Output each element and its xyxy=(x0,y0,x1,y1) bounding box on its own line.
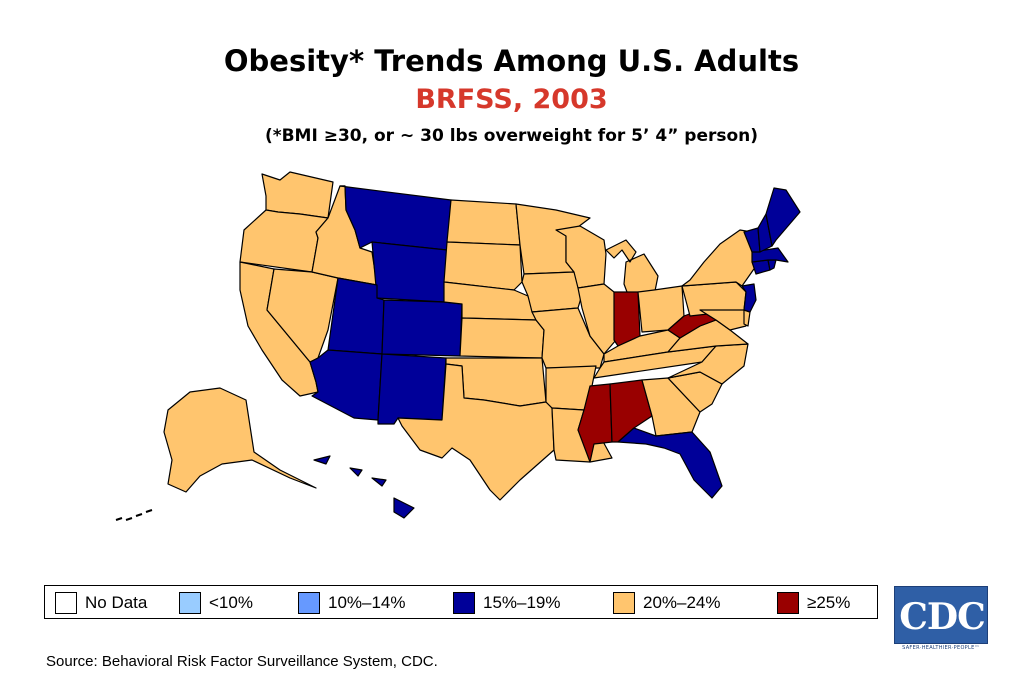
state-me xyxy=(765,187,801,247)
legend-label: <10% xyxy=(209,593,253,612)
legend-swatch xyxy=(179,592,201,614)
legend-item-10-14: 10%–14% xyxy=(298,592,406,614)
map-subtitle: BRFSS, 2003 xyxy=(415,84,608,115)
alaska-islands xyxy=(115,509,153,521)
legend-label: 20%–24% xyxy=(643,593,721,612)
legend-swatch xyxy=(55,592,77,614)
legend: No Data <10% 10%–14% 15%–19% 20%–24% ≥25… xyxy=(44,585,878,619)
legend-label: 15%–19% xyxy=(483,593,561,612)
legend-item-25plus: ≥25% xyxy=(777,592,850,614)
legend-item-lt10: <10% xyxy=(179,592,253,614)
legend-item-no-data: No Data xyxy=(55,592,147,614)
map-title: Obesity* Trends Among U.S. Adults xyxy=(223,44,800,78)
legend-swatch xyxy=(613,592,635,614)
source-note: Source: Behavioral Risk Factor Surveilla… xyxy=(46,653,438,670)
state-co xyxy=(381,299,463,357)
legend-label: No Data xyxy=(85,593,148,612)
legend-swatch xyxy=(777,592,799,614)
state-tx xyxy=(397,363,555,501)
legend-label: 10%–14% xyxy=(328,593,406,612)
legend-item-15-19: 15%–19% xyxy=(453,592,561,614)
legend-swatch xyxy=(453,592,475,614)
cdc-logo-tagline: SAFER·HEALTHIER·PEOPLE™ xyxy=(902,645,980,651)
state-md xyxy=(699,309,747,331)
bmi-note: (*BMI ≥30, or ~ 30 lbs overweight for 5’… xyxy=(264,126,759,146)
state-hi xyxy=(313,455,415,519)
state-de xyxy=(743,309,751,327)
state-nd xyxy=(446,199,521,246)
state-ut xyxy=(327,277,385,355)
legend-label: ≥25% xyxy=(807,593,851,612)
cdc-logo-text: CDC xyxy=(899,596,986,638)
legend-swatch xyxy=(298,592,320,614)
state-il xyxy=(577,283,617,355)
state-az xyxy=(309,349,383,421)
state-fl xyxy=(617,427,723,499)
cdc-logo-box: CDC xyxy=(894,586,988,644)
state-nm xyxy=(377,353,447,425)
state-ri xyxy=(767,259,777,271)
state-sd xyxy=(443,241,523,291)
state-wy xyxy=(371,241,448,303)
legend-item-20-24: 20%–24% xyxy=(613,592,721,614)
state-nj xyxy=(741,283,757,313)
state-ia xyxy=(521,271,585,313)
cdc-logo: CDC SAFER·HEALTHIER·PEOPLE™ xyxy=(894,586,988,652)
state-ny xyxy=(681,229,757,287)
state-ks xyxy=(459,317,545,359)
state-ak xyxy=(163,387,317,493)
